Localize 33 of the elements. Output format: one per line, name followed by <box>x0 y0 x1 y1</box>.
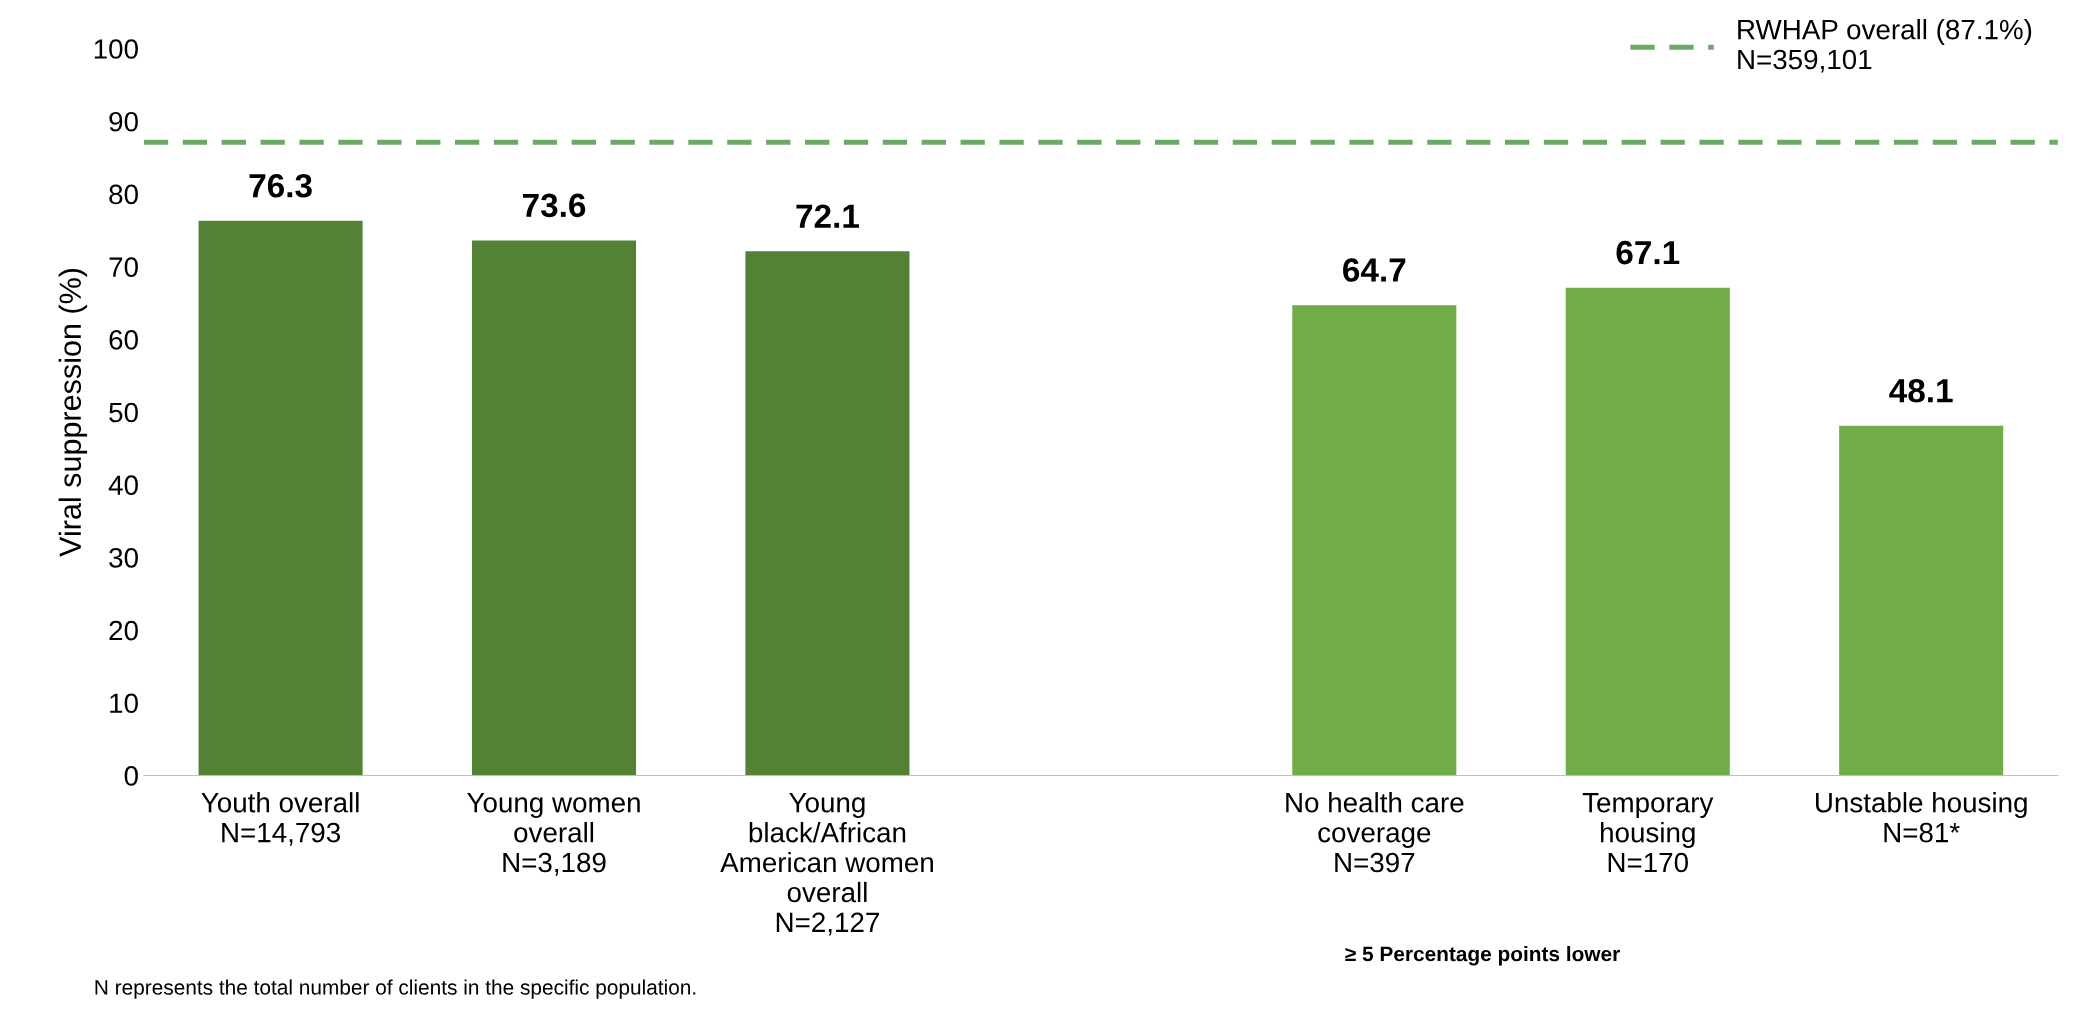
bar <box>1292 305 1457 776</box>
y-axis-title: Viral suppression (%) <box>58 268 88 557</box>
text: ≥ 5 Percentage points lower <box>1345 945 1620 966</box>
y-tick-label: 50 <box>109 402 138 423</box>
bar <box>198 220 363 776</box>
data-label: 72.1 <box>796 204 859 228</box>
bar <box>1839 425 2004 776</box>
data-label: 67.1 <box>1616 240 1680 265</box>
x-tick-label: Unstable housing N=81* <box>1816 792 2027 843</box>
data-label: 73.6 <box>523 193 586 218</box>
x-tick-label: Young black/African American women overall N=2,127 <box>720 793 933 936</box>
x-tick-label: Youth overall N=14,793 <box>201 792 359 846</box>
legend-label: RWHAP overall (87.1%) N=359,101 <box>1738 19 2032 73</box>
bar <box>471 240 637 776</box>
text: N represents the total number of clients in the specific population. <box>95 979 696 999</box>
y-tick-label: 20 <box>109 620 138 641</box>
bar <box>745 251 910 776</box>
y-tick-label: 10 <box>110 693 138 714</box>
x-tick-label: Temporary housing N=170 <box>1582 793 1714 873</box>
data-label: 48.1 <box>1889 378 1953 403</box>
y-tick-label: 30 <box>109 548 138 568</box>
y-tick-label: 40 <box>108 475 138 496</box>
x-tick-label: Young women overall N=3,189 <box>467 793 640 876</box>
y-tick-label: 100 <box>94 39 138 59</box>
y-tick-label: 60 <box>109 329 138 350</box>
y-tick-label: 70 <box>109 257 138 277</box>
y-tick-label: 80 <box>109 184 138 205</box>
y-tick-label: 90 <box>109 111 138 132</box>
bar <box>1565 287 1730 776</box>
y-tick-label: 0 <box>124 766 138 786</box>
x-tick-label: No health care coverage N=397 <box>1286 792 1464 873</box>
data-label: 76.3 <box>249 173 312 198</box>
data-label: 64.7 <box>1343 258 1406 282</box>
